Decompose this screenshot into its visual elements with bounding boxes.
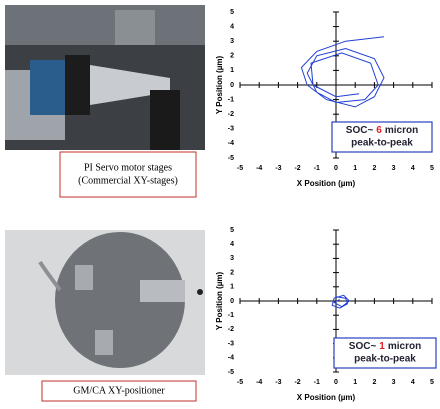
photo-xy-positioner bbox=[5, 230, 205, 375]
y-tick-label: 3 bbox=[230, 255, 234, 262]
x-tick-label: 0 bbox=[334, 165, 338, 172]
y-tick-label: -2 bbox=[228, 111, 234, 118]
y-axis-title: Y Position (µm) bbox=[215, 272, 224, 331]
y-tick-label: -3 bbox=[228, 340, 234, 347]
x-tick-label: 4 bbox=[411, 165, 415, 172]
y-tick-label: 0 bbox=[230, 82, 234, 89]
x-tick-label: -1 bbox=[314, 165, 320, 172]
annotation: peak-to-peak bbox=[351, 138, 413, 149]
y-tick-label: 2 bbox=[230, 53, 234, 60]
y-tick-label: -5 bbox=[228, 155, 234, 162]
x-tick-label: 0 bbox=[334, 379, 338, 386]
x-tick-label: -4 bbox=[256, 379, 262, 386]
annotation-part: micron bbox=[388, 341, 421, 352]
caption: (Commercial XY-stages) bbox=[78, 175, 178, 186]
annotation-part: SOC~ bbox=[349, 341, 377, 352]
y-tick-label: 1 bbox=[230, 284, 234, 291]
x-tick-label: 4 bbox=[411, 379, 415, 386]
x-axis-title: X Position (µm) bbox=[297, 179, 356, 188]
x-tick-label: -3 bbox=[275, 379, 281, 386]
x-tick-label: -4 bbox=[256, 165, 262, 172]
x-tick-label: -2 bbox=[294, 379, 300, 386]
x-tick-label: -2 bbox=[294, 165, 300, 172]
x-tick-label: 1 bbox=[353, 379, 357, 386]
trace bbox=[332, 295, 349, 308]
figure: -5 -4 -3 -2 -1 0 1 2 3 4 5 -5 -4 -3 -2 -1 0 1 2 3 4 5 X Positi… bbox=[0, 0, 440, 404]
y-tick-label: 4 bbox=[230, 241, 234, 248]
y-tick-label: 3 bbox=[230, 38, 234, 45]
x-tick-label: 2 bbox=[372, 379, 376, 386]
caption: PI Servo motor stages bbox=[84, 162, 172, 173]
y-tick-label: -1 bbox=[228, 96, 234, 103]
x-tick-label: 3 bbox=[392, 379, 396, 386]
y-tick-label: 0 bbox=[230, 298, 234, 305]
y-axis-title: Y Position (µm) bbox=[215, 56, 224, 115]
y-tick-label: -1 bbox=[228, 312, 234, 319]
photo-servo-stages bbox=[5, 5, 205, 150]
y-tick-label: -5 bbox=[228, 369, 234, 376]
x-tick-label: 5 bbox=[430, 379, 434, 386]
x-tick-label: 3 bbox=[392, 165, 396, 172]
x-tick-label: -5 bbox=[237, 165, 243, 172]
x-tick-label: 1 bbox=[353, 165, 357, 172]
x-tick-label: 5 bbox=[430, 165, 434, 172]
annotation-part: 6 bbox=[376, 125, 382, 136]
annotation-part: 1 bbox=[379, 341, 385, 352]
x-tick-label: -3 bbox=[275, 165, 281, 172]
y-tick-label: -3 bbox=[228, 126, 234, 133]
y-tick-label: 5 bbox=[230, 227, 234, 234]
annotation-part: SOC~ bbox=[346, 125, 374, 136]
y-tick-label: 2 bbox=[230, 269, 234, 276]
caption: GM/CA XY-positioner bbox=[73, 385, 165, 396]
trace bbox=[301, 37, 384, 107]
y-tick-label: 1 bbox=[230, 67, 234, 74]
y-tick-label: -4 bbox=[228, 140, 234, 147]
y-tick-label: 5 bbox=[230, 9, 234, 16]
y-tick-label: 4 bbox=[230, 23, 234, 30]
annotation: peak-to-peak bbox=[354, 354, 416, 365]
x-tick-label: -1 bbox=[314, 379, 320, 386]
x-axis-title: X Position (µm) bbox=[297, 393, 356, 402]
y-tick-label: -4 bbox=[228, 355, 234, 362]
annotation-part: micron bbox=[385, 125, 418, 136]
x-tick-label: 2 bbox=[372, 165, 376, 172]
y-tick-label: -2 bbox=[228, 326, 234, 333]
x-tick-label: -5 bbox=[237, 379, 243, 386]
